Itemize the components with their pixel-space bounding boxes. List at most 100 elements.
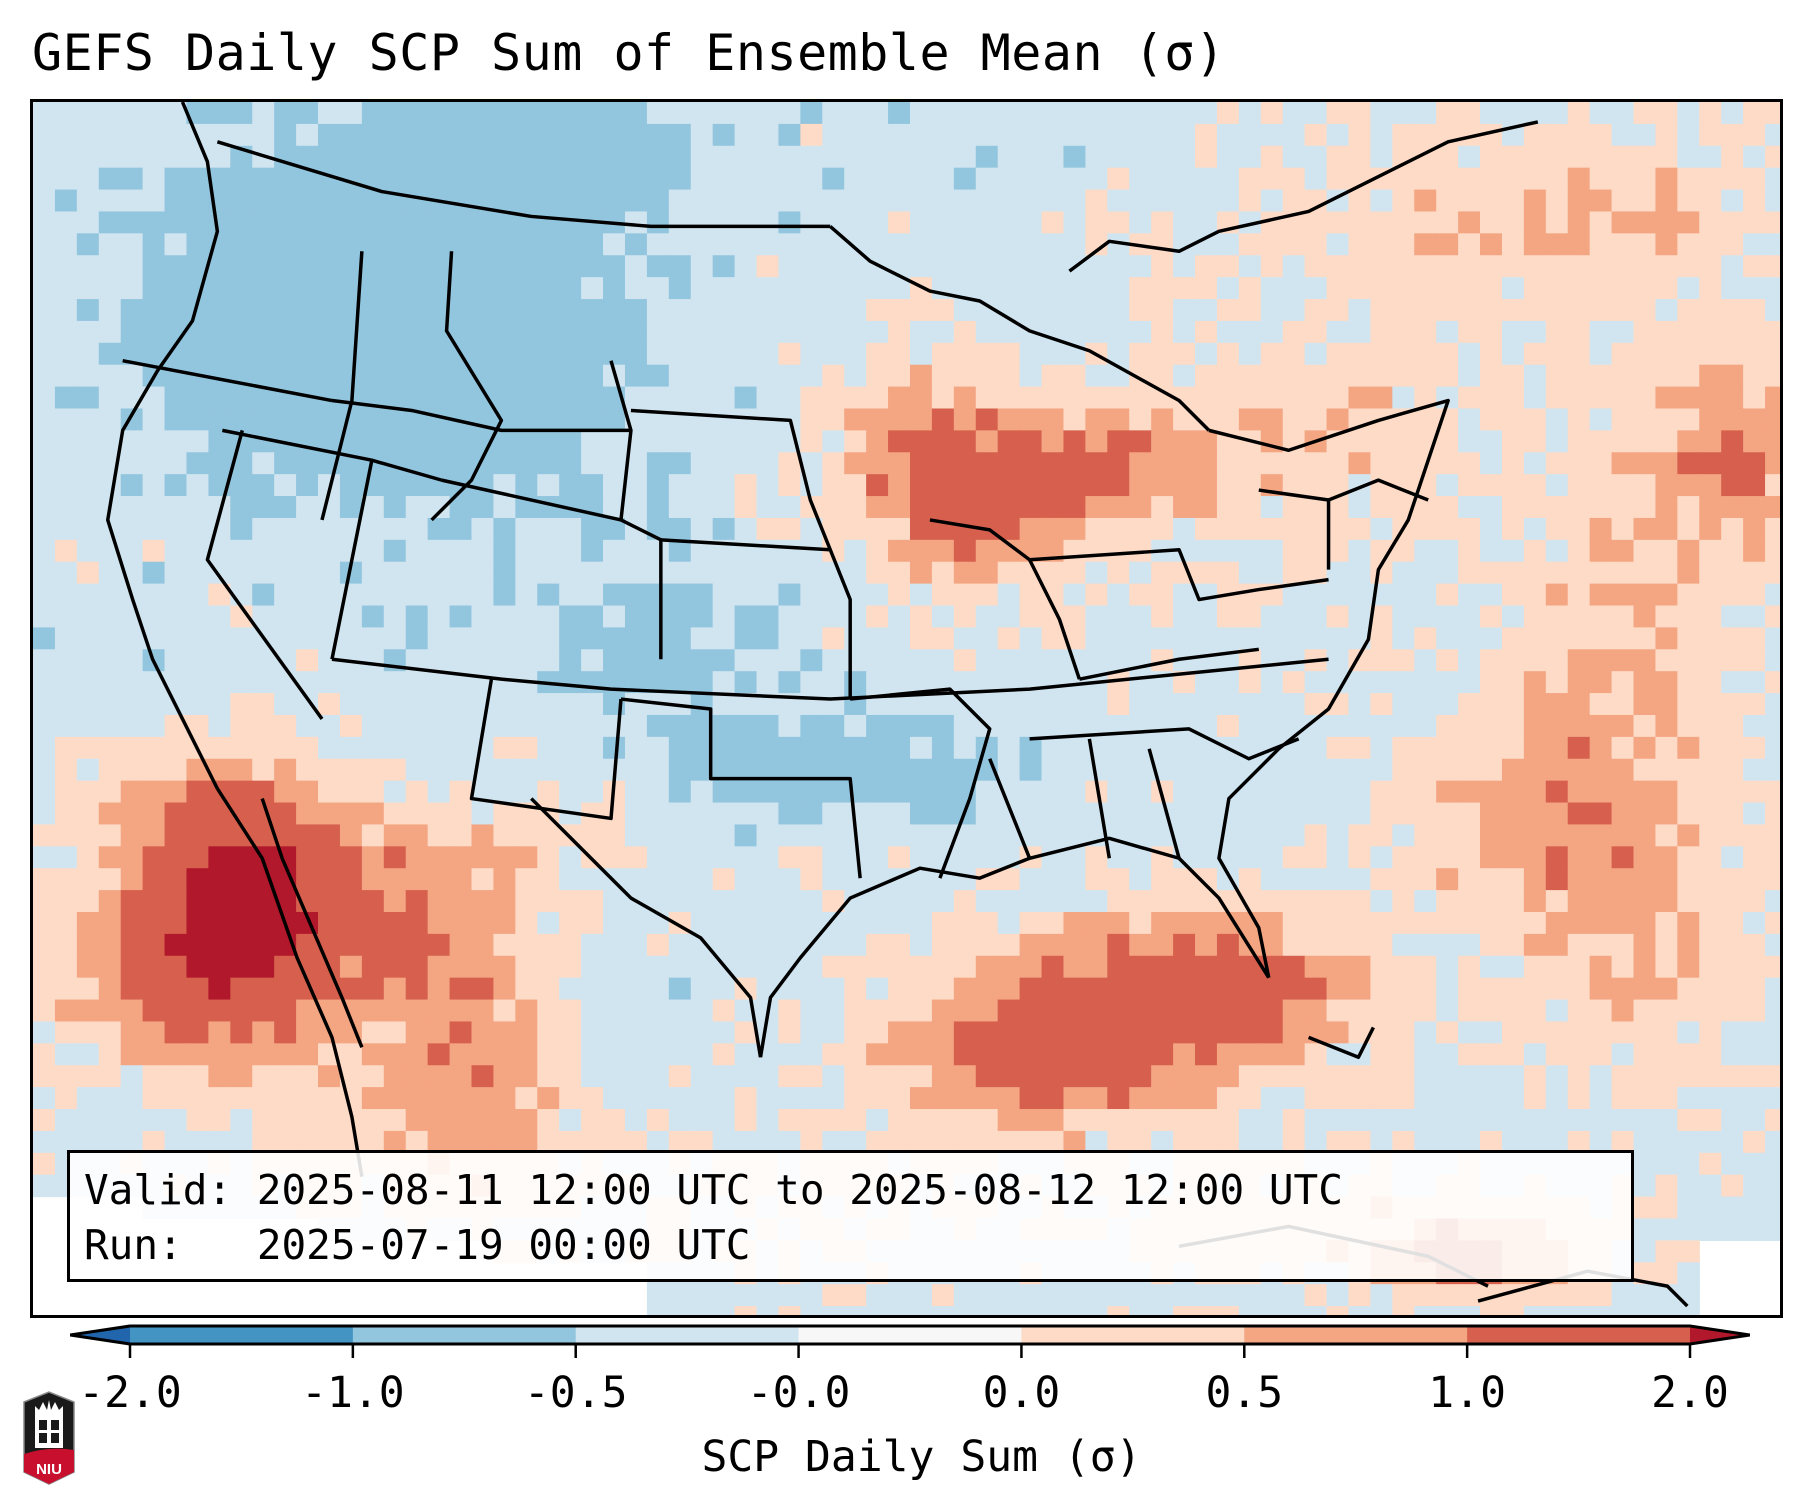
grid-cell: [1392, 102, 1415, 125]
grid-cell: [1348, 1021, 1372, 1044]
grid-cell: [1458, 189, 1481, 213]
grid-cell: [208, 408, 231, 431]
grid-cell: [274, 102, 297, 125]
grid-cell: [142, 123, 166, 147]
grid-cell: [997, 605, 1021, 628]
grid-cell: [142, 955, 166, 979]
grid-cell: [888, 605, 911, 628]
colorbar-segment: [1021, 1326, 1245, 1344]
grid-cell: [1216, 517, 1240, 541]
grid-cell: [1677, 977, 1700, 1001]
grid-cell: [909, 824, 933, 847]
grid-cell: [1567, 211, 1591, 234]
grid-cell: [54, 123, 78, 147]
grid-cell: [844, 364, 867, 388]
grid-cell: [1195, 868, 1218, 891]
grid-cell: [1195, 277, 1218, 300]
grid-cell: [1326, 299, 1350, 322]
colorbar-label: SCP Daily Sum (σ): [701, 1432, 1142, 1482]
grid-cell: [1677, 1109, 1700, 1132]
grid-cell: [186, 233, 209, 256]
grid-cell: [1699, 277, 1722, 300]
grid-cell: [866, 123, 889, 147]
grid-cell: [252, 233, 275, 256]
grid-cell: [1655, 890, 1678, 913]
grid-cell: [997, 1130, 1021, 1154]
grid-cell: [142, 167, 166, 191]
grid-cell: [1436, 364, 1459, 388]
grid-cell: [1173, 386, 1196, 410]
grid-cell: [76, 955, 100, 979]
grid-cell: [427, 671, 451, 694]
grid-cell: [1699, 1174, 1722, 1198]
grid-cell: [252, 890, 275, 913]
grid-cell: [866, 736, 889, 760]
grid-cell: [383, 320, 407, 344]
grid-cell: [1019, 649, 1043, 672]
grid-cell: [1282, 123, 1306, 147]
grid-cell: [76, 145, 100, 169]
grid-cell: [339, 561, 363, 585]
grid-cell: [1743, 342, 1766, 366]
grid-cell: [1238, 1087, 1262, 1110]
grid-cell: [1063, 1284, 1086, 1307]
grid-cell: [1765, 1109, 1780, 1132]
grid-cell: [778, 189, 801, 213]
grid-cell: [537, 233, 560, 256]
grid-cell: [1523, 714, 1547, 738]
grid-cell: [909, 517, 933, 541]
grid-cell: [449, 1065, 473, 1088]
grid-cell: [581, 299, 604, 322]
grid-cell: [1260, 123, 1284, 147]
grid-cell: [1304, 714, 1328, 738]
grid-cell: [909, 868, 933, 891]
grid-cell: [1304, 342, 1328, 366]
grid-cell: [1348, 955, 1372, 979]
grid-cell: [1480, 824, 1503, 847]
grid-cell: [1151, 561, 1174, 585]
grid-cell: [1129, 189, 1152, 213]
grid-cell: [668, 342, 692, 366]
grid-cell: [1414, 933, 1437, 957]
grid-cell: [1304, 605, 1328, 628]
grid-cell: [164, 911, 188, 935]
grid-cell: [1501, 933, 1525, 957]
grid-cell: [866, 1306, 889, 1315]
grid-cell: [33, 517, 56, 541]
grid-cell: [668, 255, 692, 278]
grid-cell: [186, 561, 209, 585]
grid-cell: [603, 999, 626, 1023]
grid-cell: [1392, 189, 1415, 213]
grid-cell: [1304, 802, 1328, 826]
grid-cell: [1304, 167, 1328, 191]
grid-cell: [142, 145, 166, 169]
grid-cell: [361, 364, 385, 388]
grid-cell: [1304, 583, 1328, 607]
grid-cell: [1238, 1130, 1262, 1154]
grid-cell: [997, 671, 1021, 694]
grid-cell: [581, 693, 604, 716]
grid-cell: [1567, 255, 1591, 278]
grid-cell: [668, 649, 692, 672]
grid-cell: [624, 342, 648, 366]
grid-cell: [120, 1021, 144, 1044]
grid-cell: [274, 364, 297, 388]
grid-cell: [975, 233, 999, 256]
grid-cell: [1436, 758, 1459, 782]
grid-cell: [230, 714, 253, 738]
grid-cell: [230, 1109, 253, 1132]
grid-cell: [1480, 1130, 1503, 1154]
grid-cell: [1611, 780, 1635, 804]
grid-cell: [690, 255, 714, 278]
grid-cell: [405, 824, 429, 847]
grid-cell: [1107, 1130, 1130, 1154]
grid-cell: [1655, 1218, 1678, 1241]
grid-cell: [1567, 102, 1591, 125]
grid-cell: [690, 977, 714, 1001]
grid-cell: [1238, 452, 1262, 475]
grid-cell: [1545, 802, 1569, 826]
grid-cell: [1633, 846, 1657, 869]
grid-cell: [1633, 583, 1657, 607]
grid-cell: [449, 977, 473, 1001]
grid-cell: [778, 758, 801, 782]
